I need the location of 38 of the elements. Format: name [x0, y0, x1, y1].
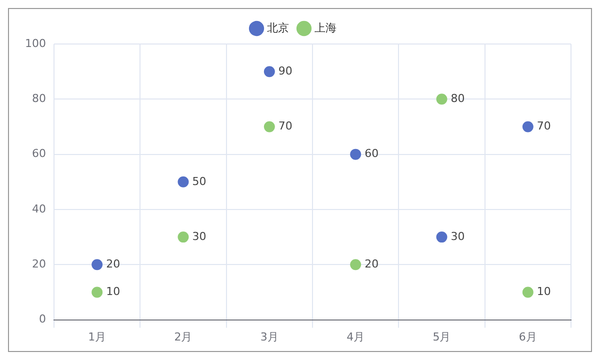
y-tick-label: 20: [32, 258, 46, 270]
point: [178, 176, 189, 188]
x-tick-label: 1月: [88, 330, 106, 344]
x-tick-label: 6月: [518, 330, 537, 344]
point: [92, 259, 103, 270]
x-tick-label: 2月: [174, 330, 192, 344]
legend-label: 北京: [267, 21, 289, 34]
point: [92, 286, 103, 298]
data-label: 50: [192, 174, 206, 188]
point: [264, 66, 275, 78]
point: [264, 121, 275, 132]
legend-label: 上海: [314, 21, 336, 34]
point: [178, 232, 189, 243]
point: [522, 121, 534, 132]
y-tick-label: 100: [24, 36, 46, 50]
point: [436, 232, 448, 243]
x-tick-label: 3月: [260, 330, 278, 344]
point: [350, 259, 362, 270]
y-tick-label: 60: [32, 147, 46, 160]
data-label: 30: [450, 230, 465, 243]
data-label: 70: [536, 120, 551, 133]
data-label: 90: [278, 64, 292, 78]
point: [350, 148, 362, 160]
x-tick-label: 4月: [346, 330, 365, 344]
data-label: 60: [364, 147, 379, 160]
y-tick-label: 80: [32, 92, 46, 106]
data-label: 70: [278, 120, 292, 133]
data-label: 20: [106, 258, 120, 270]
y-tick-label: 0: [38, 312, 46, 326]
data-label: 80: [450, 92, 465, 106]
data-label: 10: [106, 285, 120, 298]
x-tick-label: 5月: [432, 330, 451, 344]
data-label: 30: [192, 230, 206, 243]
data-label: 20: [364, 258, 379, 270]
y-tick-label: 40: [32, 202, 46, 216]
point: [522, 286, 534, 298]
data-label: 10: [536, 285, 551, 298]
point: [436, 94, 448, 105]
